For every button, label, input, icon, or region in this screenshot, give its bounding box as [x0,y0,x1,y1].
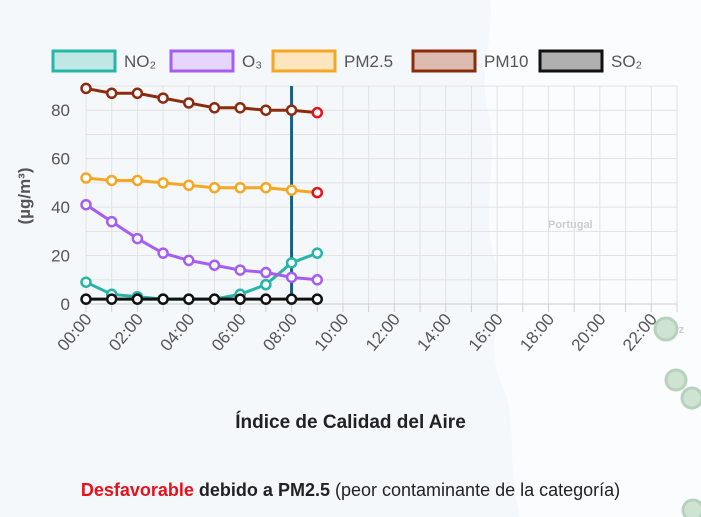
land-area [484,0,701,517]
x-tick-label: 10:00 [311,310,353,355]
x-tick-label: 00:00 [54,310,96,355]
data-point[interactable] [208,293,221,305]
chart-title: Índice de Calidad del Aire [235,412,466,433]
x-tick-label: 04:00 [156,310,198,355]
x-tick-label: 12:00 [362,310,404,355]
data-point[interactable] [285,271,298,284]
data-point[interactable] [80,172,92,184]
data-point[interactable] [157,293,169,305]
data-point[interactable] [157,92,169,104]
legend-swatch[interactable] [271,49,337,73]
chart-grid [85,85,678,305]
aqi-because-text: debido a [198,480,273,500]
data-point[interactable] [131,174,144,187]
map-station-marker[interactable] [681,498,701,517]
chart-legend: NO₂ O₃ PM2.5 PM10 SO₂ [51,49,642,73]
data-point[interactable] [131,232,144,245]
legend-label[interactable]: O₃ [242,52,262,71]
data-point[interactable] [157,247,169,259]
aqi-category: Desfavorable [80,480,194,500]
data-point[interactable] [311,247,324,259]
data-point[interactable] [208,259,221,271]
data-point[interactable] [208,102,221,114]
data-point[interactable] [105,87,118,100]
data-point[interactable] [131,87,144,100]
data-point[interactable] [105,293,118,305]
y-axis-label: (µg/m³) [15,167,34,224]
data-point[interactable] [208,181,221,194]
x-tick-label: 16:00 [465,310,507,355]
data-point[interactable] [260,278,272,291]
map-station-marker[interactable] [680,386,701,410]
data-point[interactable] [260,293,272,305]
data-point[interactable] [234,293,246,305]
data-point[interactable] [105,215,118,228]
data-point[interactable] [234,264,246,276]
series-line [85,203,318,282]
legend-label[interactable]: PM10 [484,52,528,71]
data-point[interactable] [260,104,272,116]
data-point[interactable] [260,266,272,279]
data-point[interactable] [131,293,144,305]
x-tick-label: 22:00 [619,310,661,355]
data-point[interactable] [234,102,246,114]
map-station-marker[interactable] [664,368,688,392]
data-point[interactable] [285,104,298,116]
data-point[interactable] [285,184,298,196]
map-country-label: Portugal [548,219,593,231]
x-tick-label: 02:00 [105,310,147,355]
data-point[interactable] [234,181,246,194]
data-point[interactable] [183,293,195,305]
aqi-worst-pollutant: PM2.5 [277,480,330,500]
legend-swatch[interactable] [169,49,235,73]
data-point[interactable] [80,293,92,305]
legend-swatch[interactable] [411,49,477,73]
map-station-marker[interactable] [653,316,679,342]
y-tick-label: 40 [51,198,70,217]
legend-label[interactable]: PM2.5 [344,52,393,71]
data-point[interactable] [285,293,298,305]
x-tick-label: 08:00 [259,310,301,355]
data-point[interactable] [285,257,298,269]
data-point[interactable] [157,177,169,189]
data-point[interactable] [260,181,272,194]
legend-swatch[interactable] [538,49,604,73]
data-point[interactable] [311,106,324,119]
data-point[interactable] [183,97,195,109]
data-point[interactable] [183,179,195,192]
series-line [85,86,318,115]
aqi-note: (peor contaminante de la categoría) [334,480,621,500]
data-point[interactable] [80,82,92,95]
y-tick-label: 80 [51,101,70,120]
legend-swatch[interactable] [51,49,117,73]
x-tick-label: 06:00 [208,310,250,355]
data-point[interactable] [80,276,92,288]
data-point[interactable] [80,198,92,211]
aqi-summary: Desfavorable debido a PM2.5 (peor contam… [0,480,701,501]
y-tick-label: 0 [61,295,70,314]
x-tick-label: 18:00 [516,310,558,355]
series-line [85,176,318,195]
y-tick-label: 20 [51,247,70,266]
x-tick-label: 14:00 [413,310,455,355]
legend-label[interactable]: NO₂ [124,52,156,71]
air-quality-chart: NO₂ O₃ PM2.5 PM10 SO₂ 0 20 40 60 80 00:00 02:00 04:… [15,49,678,355]
legend-label[interactable]: SO₂ [611,52,642,71]
data-point[interactable] [311,186,324,199]
data-point[interactable] [105,174,118,187]
data-point[interactable] [311,293,324,305]
y-tick-label: 60 [51,150,70,169]
data-point[interactable] [183,254,195,267]
chart-series [80,82,324,305]
data-point[interactable] [311,274,324,286]
x-tick-label: 20:00 [568,310,610,355]
